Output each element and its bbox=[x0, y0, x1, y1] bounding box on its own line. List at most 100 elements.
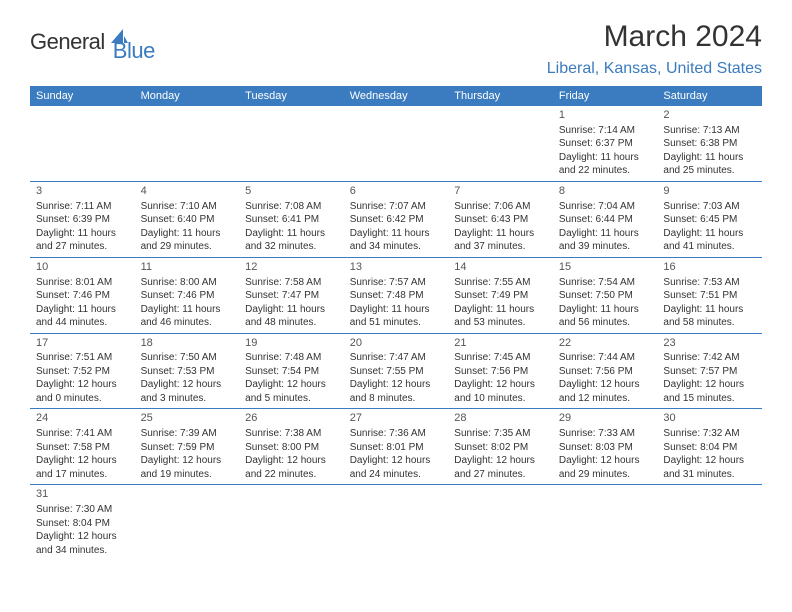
day-header: Saturday bbox=[657, 86, 762, 106]
calendar-week: 24Sunrise: 7:41 AMSunset: 7:58 PMDayligh… bbox=[30, 409, 762, 485]
day-number: 9 bbox=[663, 184, 756, 199]
day-info-line: Daylight: 12 hours bbox=[36, 454, 129, 468]
day-info-line: and 48 minutes. bbox=[245, 316, 338, 330]
day-info-line: Daylight: 12 hours bbox=[559, 454, 652, 468]
day-info-line: Daylight: 11 hours bbox=[454, 227, 547, 241]
day-info-line: Sunset: 6:37 PM bbox=[559, 137, 652, 151]
calendar-weeks: 1Sunrise: 7:14 AMSunset: 6:37 PMDaylight… bbox=[30, 106, 762, 560]
day-header: Tuesday bbox=[239, 86, 344, 106]
day-cell: 27Sunrise: 7:36 AMSunset: 8:01 PMDayligh… bbox=[344, 409, 449, 484]
day-info-line: and 27 minutes. bbox=[36, 240, 129, 254]
day-cell: 11Sunrise: 8:00 AMSunset: 7:46 PMDayligh… bbox=[135, 258, 240, 333]
day-info-line: Daylight: 12 hours bbox=[245, 454, 338, 468]
day-info-line: Daylight: 11 hours bbox=[141, 227, 234, 241]
day-info-line: Sunrise: 7:04 AM bbox=[559, 200, 652, 214]
day-cell: 18Sunrise: 7:50 AMSunset: 7:53 PMDayligh… bbox=[135, 334, 240, 409]
day-number: 3 bbox=[36, 184, 129, 199]
day-info-line: Sunset: 6:41 PM bbox=[245, 213, 338, 227]
day-info-line: and 12 minutes. bbox=[559, 392, 652, 406]
day-number: 19 bbox=[245, 336, 338, 351]
day-info-line: Sunset: 7:46 PM bbox=[36, 289, 129, 303]
day-info-line: Sunrise: 7:38 AM bbox=[245, 427, 338, 441]
month-title: March 2024 bbox=[547, 20, 762, 54]
day-cell: 3Sunrise: 7:11 AMSunset: 6:39 PMDaylight… bbox=[30, 182, 135, 257]
day-header: Wednesday bbox=[344, 86, 449, 106]
day-cell: 29Sunrise: 7:33 AMSunset: 8:03 PMDayligh… bbox=[553, 409, 658, 484]
day-info-line: Sunset: 8:02 PM bbox=[454, 441, 547, 455]
calendar: SundayMondayTuesdayWednesdayThursdayFrid… bbox=[0, 86, 792, 560]
day-cell: 23Sunrise: 7:42 AMSunset: 7:57 PMDayligh… bbox=[657, 334, 762, 409]
day-cell bbox=[657, 485, 762, 560]
day-cell bbox=[344, 485, 449, 560]
day-info-line: Sunset: 6:40 PM bbox=[141, 213, 234, 227]
day-cell: 5Sunrise: 7:08 AMSunset: 6:41 PMDaylight… bbox=[239, 182, 344, 257]
day-info-line: Daylight: 12 hours bbox=[141, 454, 234, 468]
day-cell: 7Sunrise: 7:06 AMSunset: 6:43 PMDaylight… bbox=[448, 182, 553, 257]
day-cell: 15Sunrise: 7:54 AMSunset: 7:50 PMDayligh… bbox=[553, 258, 658, 333]
day-number: 28 bbox=[454, 411, 547, 426]
day-info-line: Sunset: 6:44 PM bbox=[559, 213, 652, 227]
day-cell: 30Sunrise: 7:32 AMSunset: 8:04 PMDayligh… bbox=[657, 409, 762, 484]
day-info-line: Daylight: 12 hours bbox=[663, 378, 756, 392]
day-header: Friday bbox=[553, 86, 658, 106]
day-info-line: Sunrise: 7:30 AM bbox=[36, 503, 129, 517]
day-info-line: Sunset: 6:43 PM bbox=[454, 213, 547, 227]
day-info-line: Sunrise: 8:01 AM bbox=[36, 276, 129, 290]
day-info-line: Daylight: 11 hours bbox=[559, 227, 652, 241]
day-info-line: Daylight: 11 hours bbox=[245, 227, 338, 241]
day-info-line: Sunrise: 7:39 AM bbox=[141, 427, 234, 441]
day-number: 21 bbox=[454, 336, 547, 351]
day-info-line: Daylight: 11 hours bbox=[663, 151, 756, 165]
day-info-line: Sunrise: 7:50 AM bbox=[141, 351, 234, 365]
day-info-line: and 31 minutes. bbox=[663, 468, 756, 482]
day-cell bbox=[30, 106, 135, 181]
day-info-line: Daylight: 12 hours bbox=[454, 378, 547, 392]
day-info-line: and 51 minutes. bbox=[350, 316, 443, 330]
day-info-line: Daylight: 11 hours bbox=[559, 303, 652, 317]
day-info-line: Sunset: 6:39 PM bbox=[36, 213, 129, 227]
day-info-line: Sunrise: 7:57 AM bbox=[350, 276, 443, 290]
header: General Blue March 2024 Liberal, Kansas,… bbox=[0, 0, 792, 86]
location-subtitle: Liberal, Kansas, United States bbox=[547, 60, 762, 78]
day-cell: 20Sunrise: 7:47 AMSunset: 7:55 PMDayligh… bbox=[344, 334, 449, 409]
day-info-line: Sunset: 7:59 PM bbox=[141, 441, 234, 455]
day-info-line: Sunrise: 7:41 AM bbox=[36, 427, 129, 441]
day-info-line: Sunrise: 7:07 AM bbox=[350, 200, 443, 214]
day-info-line: Sunset: 8:04 PM bbox=[663, 441, 756, 455]
day-cell: 13Sunrise: 7:57 AMSunset: 7:48 PMDayligh… bbox=[344, 258, 449, 333]
day-number: 17 bbox=[36, 336, 129, 351]
day-info-line: Sunrise: 7:08 AM bbox=[245, 200, 338, 214]
day-number: 8 bbox=[559, 184, 652, 199]
day-number: 12 bbox=[245, 260, 338, 275]
day-info-line: Sunset: 8:04 PM bbox=[36, 517, 129, 531]
calendar-week: 3Sunrise: 7:11 AMSunset: 6:39 PMDaylight… bbox=[30, 182, 762, 258]
day-info-line: Daylight: 11 hours bbox=[141, 303, 234, 317]
day-cell: 24Sunrise: 7:41 AMSunset: 7:58 PMDayligh… bbox=[30, 409, 135, 484]
day-cell: 6Sunrise: 7:07 AMSunset: 6:42 PMDaylight… bbox=[344, 182, 449, 257]
day-info-line: Daylight: 11 hours bbox=[663, 227, 756, 241]
day-info-line: and 32 minutes. bbox=[245, 240, 338, 254]
day-cell: 4Sunrise: 7:10 AMSunset: 6:40 PMDaylight… bbox=[135, 182, 240, 257]
day-info-line: Daylight: 11 hours bbox=[36, 303, 129, 317]
day-cell: 28Sunrise: 7:35 AMSunset: 8:02 PMDayligh… bbox=[448, 409, 553, 484]
day-info-line: Sunset: 6:42 PM bbox=[350, 213, 443, 227]
day-info-line: and 19 minutes. bbox=[141, 468, 234, 482]
day-info-line: Sunset: 7:58 PM bbox=[36, 441, 129, 455]
day-info-line: Daylight: 12 hours bbox=[454, 454, 547, 468]
day-cell bbox=[448, 485, 553, 560]
day-info-line: Daylight: 12 hours bbox=[350, 378, 443, 392]
day-info-line: Daylight: 12 hours bbox=[36, 378, 129, 392]
day-cell: 26Sunrise: 7:38 AMSunset: 8:00 PMDayligh… bbox=[239, 409, 344, 484]
day-info-line: Sunset: 7:47 PM bbox=[245, 289, 338, 303]
day-info-line: Sunset: 7:51 PM bbox=[663, 289, 756, 303]
day-number: 6 bbox=[350, 184, 443, 199]
day-info-line: Sunset: 7:56 PM bbox=[454, 365, 547, 379]
day-cell: 22Sunrise: 7:44 AMSunset: 7:56 PMDayligh… bbox=[553, 334, 658, 409]
day-number: 30 bbox=[663, 411, 756, 426]
calendar-week: 10Sunrise: 8:01 AMSunset: 7:46 PMDayligh… bbox=[30, 258, 762, 334]
day-number: 25 bbox=[141, 411, 234, 426]
day-info-line: Sunrise: 7:47 AM bbox=[350, 351, 443, 365]
day-info-line: Sunrise: 7:45 AM bbox=[454, 351, 547, 365]
day-cell: 25Sunrise: 7:39 AMSunset: 7:59 PMDayligh… bbox=[135, 409, 240, 484]
day-info-line: Daylight: 12 hours bbox=[36, 530, 129, 544]
